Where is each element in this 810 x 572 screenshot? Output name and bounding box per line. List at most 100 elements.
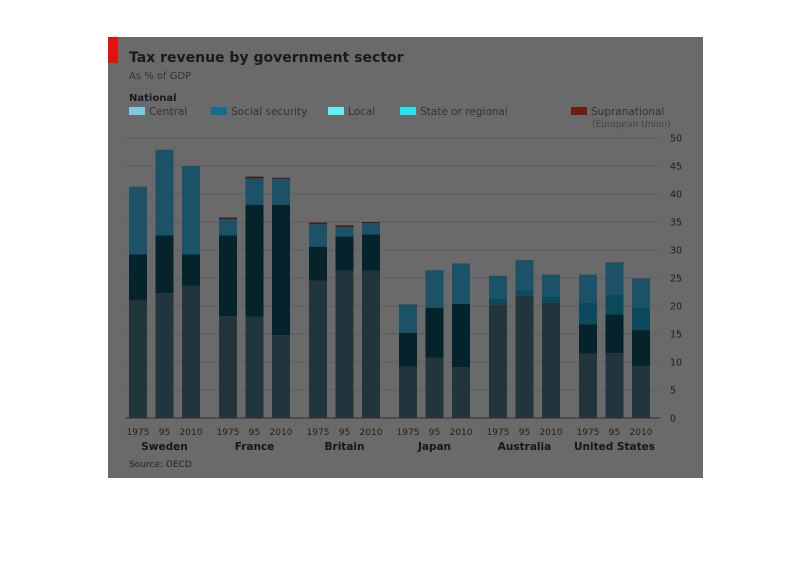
- x-tick-label: 1975: [127, 428, 150, 438]
- bar-segment: [605, 294, 624, 315]
- bar-segment: [579, 324, 597, 354]
- y-tick-label: 5: [670, 386, 676, 397]
- bar-segment: [182, 254, 200, 286]
- legend-swatch-central: [129, 107, 145, 115]
- bar-segment: [632, 307, 650, 331]
- bar-segment: [632, 330, 650, 366]
- legend-item-state-regional: State or regional: [400, 106, 508, 118]
- country-label: Britain: [325, 441, 365, 453]
- x-tick-label: 1975: [307, 428, 330, 438]
- country-label: Australia: [498, 441, 551, 453]
- x-tick-label: 2010: [360, 428, 383, 438]
- axis-labels: 0 5 10 15 20 25 30 35 40 45 50 1975 95 2010 Sweden 1975…: [127, 134, 683, 454]
- x-tick-label: 2010: [270, 428, 293, 438]
- bar-segment: [309, 246, 327, 281]
- bar-segment: [272, 335, 290, 418]
- bar-group: [309, 222, 380, 418]
- source-note: Source: OECD: [129, 460, 192, 470]
- bar-segment: [272, 204, 290, 336]
- bar-segment: [362, 234, 380, 271]
- legend-note: (European Union): [592, 120, 671, 130]
- bar-segment: [362, 222, 380, 224]
- brand-red-tab: [108, 37, 118, 63]
- x-tick-label: 95: [249, 428, 260, 438]
- y-tick-label: 30: [670, 246, 682, 257]
- bar-segment: [219, 217, 237, 220]
- chart-title: Tax revenue by government sector: [129, 50, 404, 66]
- legend-item-central: Central: [129, 106, 187, 118]
- gridlines: [125, 137, 660, 419]
- bar-segment: [245, 178, 264, 205]
- legend-label-local: Local: [348, 106, 376, 118]
- x-tick-label: 95: [339, 428, 350, 438]
- y-tick-label: 40: [670, 190, 682, 201]
- legend-label-social-security: Social security: [231, 106, 308, 118]
- x-tick-label: 2010: [180, 428, 203, 438]
- bar-segment: [542, 297, 560, 303]
- legend-item-supranational: Supranational: [571, 106, 664, 118]
- bar-segment: [245, 204, 264, 317]
- bar-segment: [219, 219, 237, 236]
- bar-segment: [155, 293, 174, 418]
- x-tick-label: 95: [429, 428, 440, 438]
- y-tick-label: 20: [670, 302, 682, 313]
- bar-segment: [425, 270, 444, 308]
- bar-segment: [605, 314, 624, 354]
- bar-segment: [605, 353, 624, 418]
- bar-segment: [515, 290, 534, 296]
- y-tick-label: 50: [670, 134, 682, 145]
- legend-label-central: Central: [149, 106, 188, 118]
- bar-segment: [335, 227, 354, 237]
- y-tick-label: 0: [670, 414, 676, 425]
- chart-subtitle: As % of GDP: [129, 71, 192, 82]
- x-tick-label: 1975: [577, 428, 600, 438]
- bar-segment: [335, 236, 354, 271]
- legend-item-local: Local: [328, 106, 375, 118]
- y-tick-label: 45: [670, 162, 682, 173]
- bar-segment: [399, 366, 417, 418]
- y-tick-label: 35: [670, 218, 682, 229]
- legend-swatch-supranational: [571, 107, 587, 115]
- x-tick-label: 95: [159, 428, 170, 438]
- bar-segment: [452, 367, 470, 418]
- legend-swatch-local: [328, 107, 344, 115]
- bar-segment: [515, 260, 534, 291]
- bar-segment: [272, 178, 290, 205]
- bars: [129, 149, 650, 418]
- bar-segment: [129, 300, 147, 418]
- bar-group: [219, 176, 290, 418]
- bar-segment: [489, 298, 507, 305]
- x-tick-label: 95: [519, 428, 530, 438]
- x-tick-label: 2010: [540, 428, 563, 438]
- bar-group: [399, 263, 470, 418]
- legend-item-social-security: Social security: [211, 106, 307, 118]
- legend-label-state-regional: State or regional: [420, 106, 508, 118]
- x-tick-label: 1975: [487, 428, 510, 438]
- bar-segment: [309, 280, 327, 418]
- bar-segment: [452, 303, 470, 368]
- bar-segment: [605, 262, 624, 295]
- bar-segment: [129, 186, 147, 255]
- bar-segment: [632, 365, 650, 418]
- bar-segment: [579, 353, 597, 418]
- country-label: United States: [574, 441, 655, 453]
- country-label: Sweden: [141, 441, 188, 453]
- country-label: Japan: [417, 441, 451, 453]
- bar-segment: [399, 332, 417, 367]
- bar-group: [489, 260, 560, 418]
- legend-swatch-state-regional: [400, 107, 416, 115]
- bar-segment: [362, 270, 380, 418]
- x-tick-label: 1975: [217, 428, 240, 438]
- bar-segment: [399, 304, 417, 333]
- x-tick-label: 1975: [397, 428, 420, 438]
- x-tick-label: 2010: [630, 428, 653, 438]
- bar-segment: [425, 357, 444, 418]
- bar-segment: [579, 302, 597, 325]
- bar-segment: [245, 176, 264, 179]
- bar-segment: [219, 316, 237, 418]
- bar-segment: [542, 302, 560, 418]
- x-tick-label: 2010: [450, 428, 473, 438]
- bar-segment: [129, 254, 147, 301]
- bar-segment: [515, 295, 534, 418]
